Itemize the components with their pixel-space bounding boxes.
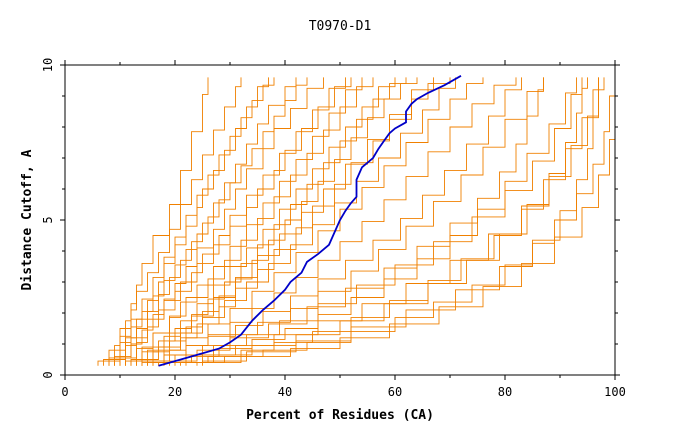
y-tick-label-10: 10 (41, 58, 55, 72)
x-tick-label-60: 60 (388, 385, 402, 399)
x-tick-label-0: 0 (61, 385, 68, 399)
x-tick-label-80: 80 (498, 385, 512, 399)
model-curve-17 (152, 77, 544, 366)
model-curve-6 (125, 77, 346, 366)
model-curve-12 (114, 77, 352, 366)
plot-area (97, 75, 616, 367)
y-tick-label-5: 5 (41, 216, 55, 223)
x-axis-title: Percent of Residues (CA) (246, 408, 434, 423)
model-curve-5 (119, 77, 324, 366)
x-tick-label-40: 40 (278, 385, 292, 399)
model-curve-19 (174, 77, 599, 366)
model-curve-24 (130, 77, 407, 366)
model-curve-13 (125, 77, 374, 366)
highlighted-model-curve (158, 75, 462, 367)
model-curve-23 (158, 77, 583, 366)
model-curve-10 (147, 77, 451, 366)
model-curve-20 (185, 77, 616, 366)
x-tick-label-100: 100 (604, 385, 626, 399)
model-curve-2 (103, 77, 242, 366)
y-tick-label-0: 0 (41, 371, 55, 378)
model-curve-14 (136, 77, 434, 366)
chart-title: T0970-D1 (309, 19, 372, 34)
model-curve-28 (163, 77, 544, 366)
model-curve-16 (141, 77, 522, 366)
axis-ticks: 0 20 40 60 80 100 0 5 10 (41, 58, 626, 399)
x-tick-label-20: 20 (168, 385, 182, 399)
model-curve-30 (180, 77, 588, 366)
model-curve-29 (141, 77, 456, 366)
y-axis-title: Distance Cutoff, A (20, 149, 35, 290)
model-curve-26 (119, 77, 269, 366)
